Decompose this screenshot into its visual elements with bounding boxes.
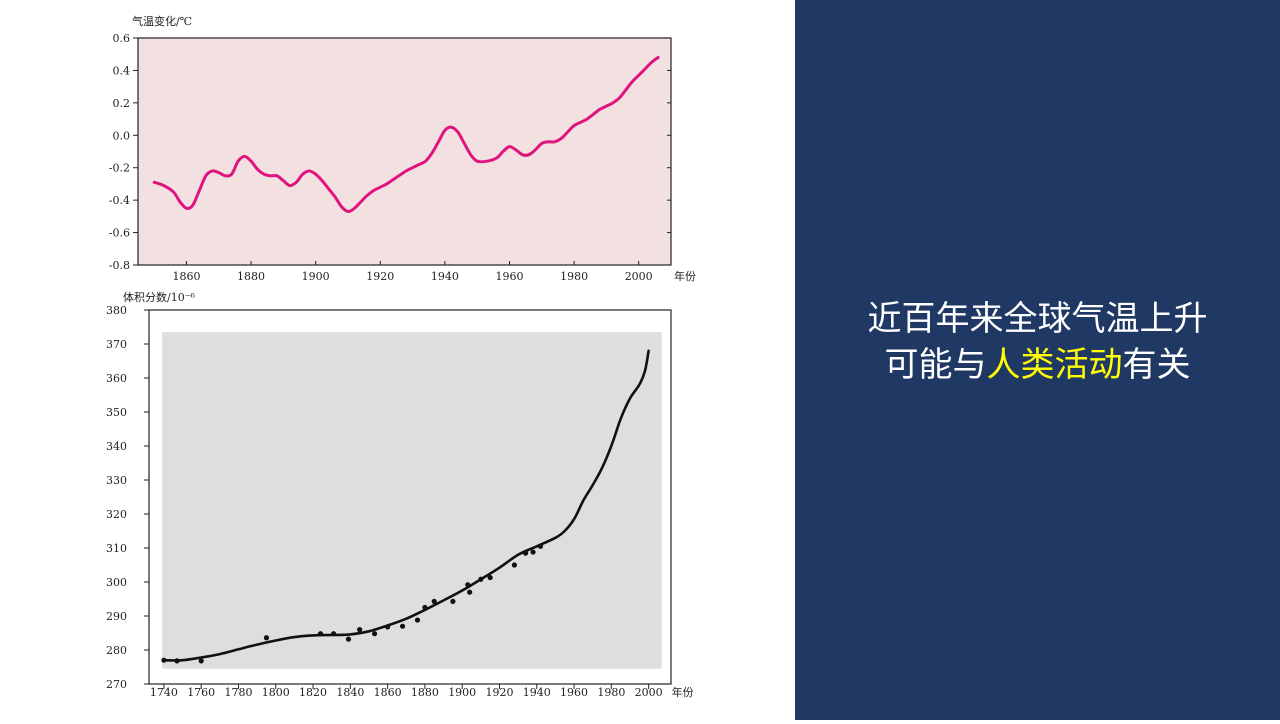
co2-x-axis-label: 年份 [672,685,694,699]
temperature-x-tick-label: 1900 [302,270,330,283]
co2-y-tick-label: 330 [106,474,127,487]
temperature-y-tick-label: 0.2 [113,97,131,110]
co2-data-point [161,657,167,663]
co2-data-point [345,636,352,642]
temperature-y-tick-label: 0.6 [113,32,131,45]
co2-y-tick-label: 320 [106,508,127,521]
co2-data-point [414,617,421,623]
co2-x-tick-label: 1960 [560,686,588,699]
co2-y-tick-label: 270 [106,678,127,691]
temperature-y-axis-label: 气温变化/℃ [132,14,192,28]
co2-x-tick-label: 1880 [411,686,439,699]
co2-data-point [522,550,529,556]
co2-plot-background [162,332,662,669]
co2-data-point [478,576,484,582]
temperature-x-axis-label: 年份 [674,269,696,283]
title-line-2-pre: 可能与 [884,345,987,385]
co2-data-point [487,574,493,581]
co2-y-tick-label: 340 [106,440,127,453]
co2-x-tick-label: 1820 [299,686,327,699]
temperature-y-tick-label: -0.4 [109,194,130,207]
co2-x-tick-label: 1800 [262,686,290,699]
co2-x-tick-label: 1740 [150,686,178,699]
temperature-x-tick-label: 1860 [172,270,200,283]
co2-x-tick-label: 1780 [224,686,252,699]
chart-area: 0.6 0.4 0.2 0.0 -0.2 -0.4 -0.6 -0.8 1860 1880 1900… [106,14,696,699]
co2-y-tick-label: 280 [106,644,127,657]
temperature-y-tick-label: -0.6 [109,227,130,240]
co2-data-point [422,604,428,611]
co2-x-tick-label: 1840 [336,686,364,699]
co2-x-tick-label: 1980 [597,686,625,699]
co2-data-point [537,543,544,549]
co2-y-tick-label: 310 [106,542,127,555]
co2-trend-line [162,349,650,662]
co2-data-point [431,598,437,604]
temperature-x-tick-label: 1980 [560,270,588,283]
co2-y-tick-label: 360 [106,372,127,385]
charts-svg: 0.6 0.4 0.2 0.0 -0.2 -0.4 -0.6 -0.8 1860 1880 1900… [106,14,696,699]
temperature-y-tick-label: -0.8 [109,259,130,272]
temperature-y-tick-label: 0.0 [113,129,131,142]
co2-y-axis-label: 体积分数/10⁻⁶ [123,290,196,304]
title-panel: 近百年来全球气温上升 可能与人类活动有关 [795,0,1280,720]
co2-x-tick-label: 1860 [374,686,402,699]
co2-x-tick-label: 1760 [187,686,215,699]
co2-x-tick-label: 1940 [523,686,551,699]
title-line-2: 可能与人类活动有关 [795,342,1280,388]
temperature-series-line [152,56,660,214]
co2-y-tick-label: 300 [106,576,127,589]
co2-data-point [174,658,180,664]
co2-data-point [511,562,517,568]
co2-y-tick-label: 380 [106,304,127,317]
title-line-2-post: 有关 [1122,345,1191,385]
slide-title: 近百年来全球气温上升 可能与人类活动有关 [795,296,1280,388]
co2-data-point [467,589,473,595]
co2-data-point [317,631,324,637]
temperature-x-tick-label: 1960 [495,270,523,283]
co2-data-point [263,635,270,641]
co2-data-point [357,627,363,633]
temperature-x-tick-label: 2000 [625,270,653,283]
co2-data-point [371,631,378,637]
co2-x-tick-label: 2000 [635,686,663,699]
co2-data-point [530,549,536,555]
title-highlight: 人类活动 [986,345,1123,385]
temperature-y-tick-label: 0.4 [113,64,131,77]
co2-y-tick-label: 350 [106,406,127,419]
temperature-plot-area [137,37,672,266]
temperature-y-tick-label: -0.2 [109,162,130,175]
title-line-1: 近百年来全球气温上升 [867,299,1208,339]
co2-y-tick-label: 370 [106,338,127,351]
co2-x-tick-label: 1900 [448,686,476,699]
co2-data-point [450,598,456,604]
temperature-x-tick-label: 1920 [366,270,394,283]
co2-data-point [385,624,391,630]
co2-data-point [465,582,471,588]
co2-data-point [330,631,337,637]
co2-data-point [198,658,204,664]
co2-y-tick-label: 290 [106,610,127,623]
temperature-x-tick-label: 1880 [237,270,265,283]
co2-data-point [399,623,406,629]
co2-x-tick-label: 1920 [485,686,513,699]
temperature-x-tick-label: 1940 [431,270,459,283]
